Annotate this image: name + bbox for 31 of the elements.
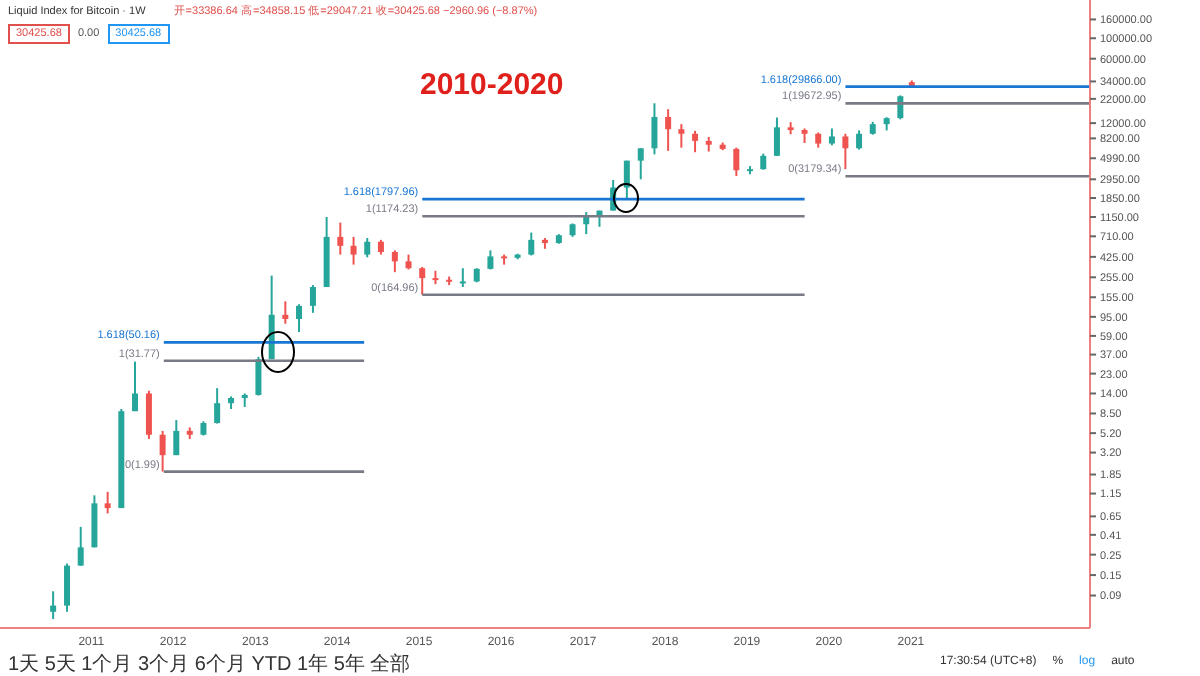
text: 1天 5天 1个月 3个月 6个月 YTD 1年 5年 全部	[8, 654, 411, 676]
candlestick	[91, 494, 98, 549]
candlestick	[733, 146, 740, 178]
candlestick	[214, 387, 221, 425]
candlestick	[391, 249, 398, 274]
candlestick	[77, 525, 84, 567]
candlestick	[296, 303, 303, 334]
candlestick	[282, 300, 289, 325]
candlestick	[145, 389, 152, 440]
candlestick	[419, 265, 426, 296]
candlestick	[856, 129, 863, 151]
candlestick	[337, 221, 344, 256]
text: 2010-2020	[420, 68, 564, 102]
candlestick	[173, 419, 180, 457]
candlestick	[665, 108, 672, 152]
candlestick	[50, 590, 57, 621]
candlestick	[459, 267, 466, 289]
candlestick	[255, 355, 262, 397]
candlestick	[309, 284, 316, 314]
candlestick	[637, 147, 644, 181]
candlestick	[678, 123, 685, 149]
candlestick	[773, 116, 780, 157]
candlestick	[64, 562, 71, 613]
candlestick	[350, 235, 357, 266]
candlestick	[651, 102, 658, 156]
candlestick	[842, 132, 849, 171]
candlestick	[364, 237, 371, 259]
candlestick	[692, 129, 699, 154]
candlestick	[104, 490, 111, 515]
candlestick	[159, 429, 166, 473]
candlestick	[132, 360, 139, 413]
